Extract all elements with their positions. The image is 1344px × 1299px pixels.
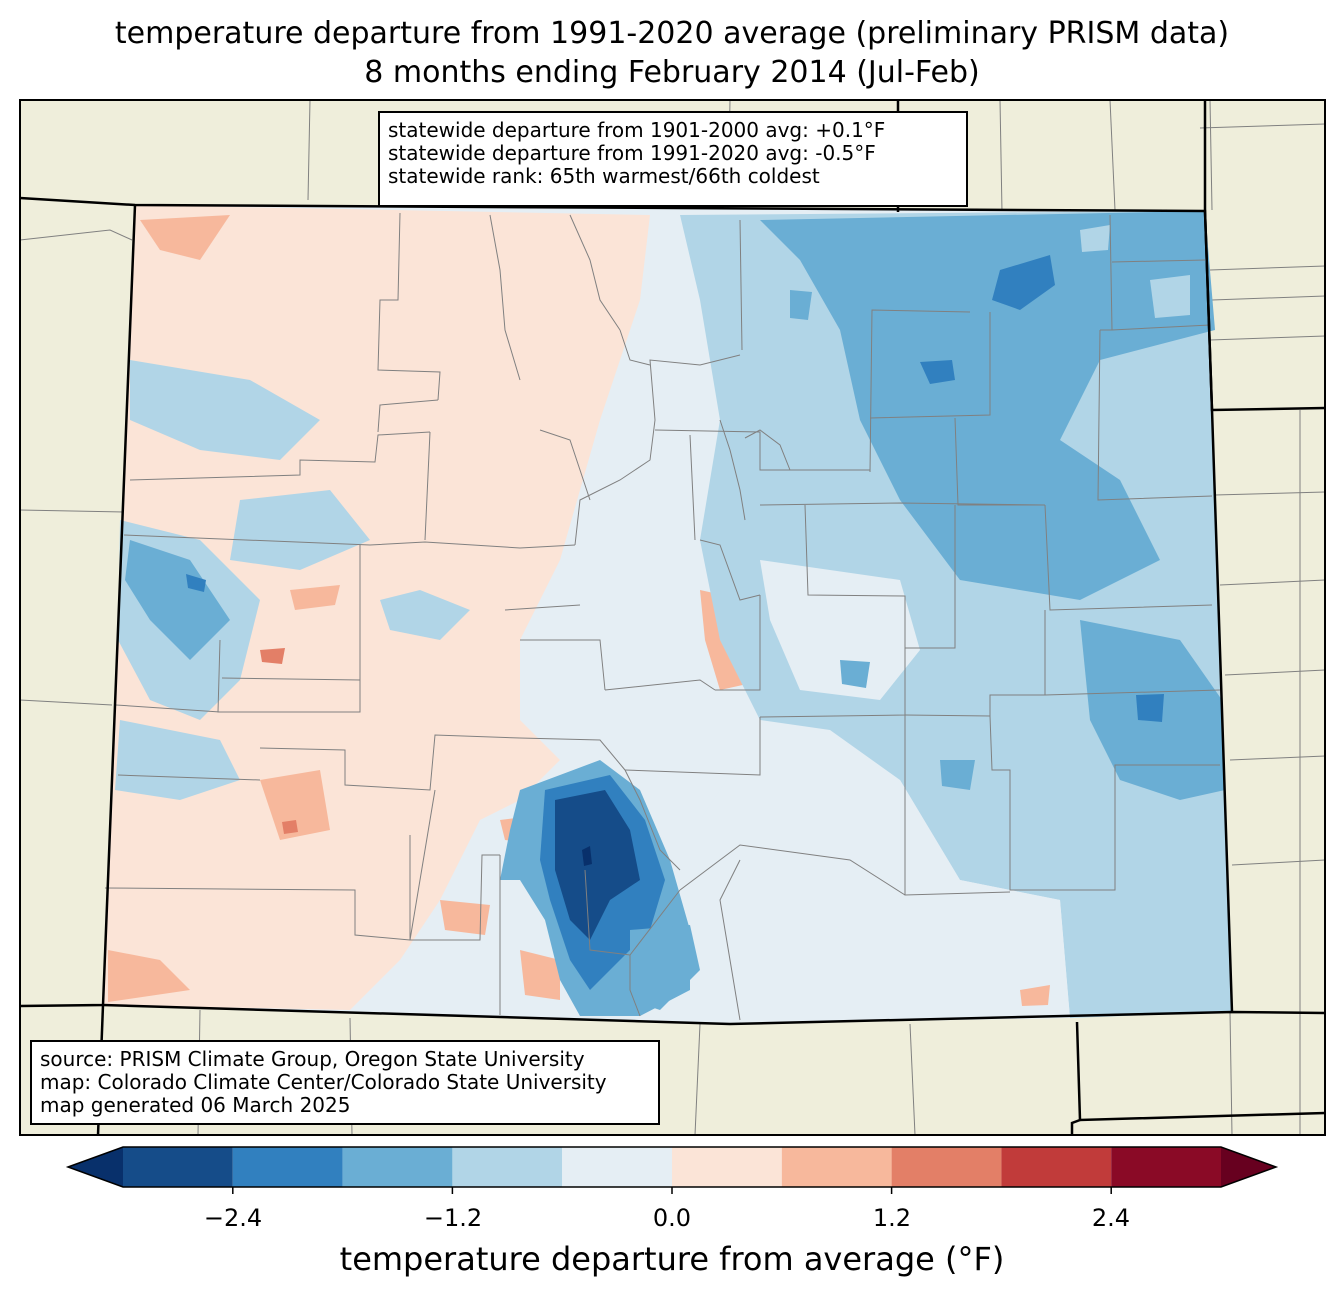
credit-source: source: PRISM Climate Group, Oregon Stat… bbox=[40, 1047, 585, 1071]
colorado-county-lines bbox=[104, 212, 1221, 1021]
colorbar-segment bbox=[342, 1147, 453, 1187]
colorbar-segment bbox=[672, 1147, 782, 1187]
colorbar-segment bbox=[781, 1147, 892, 1187]
colorbar-tick-label: −1.2 bbox=[423, 1204, 483, 1232]
departure-shading bbox=[103, 205, 1232, 1024]
colorbar-segment bbox=[452, 1147, 563, 1187]
statewide-stats-box: statewide departure from 1901-2000 avg: … bbox=[378, 111, 968, 207]
credit-generated: map generated 06 March 2025 bbox=[40, 1093, 351, 1117]
map-subtitle: 8 months ending February 2014 (Jul-Feb) bbox=[364, 55, 980, 90]
credits-box: source: PRISM Climate Group, Oregon Stat… bbox=[30, 1040, 660, 1125]
map-title: temperature departure from 1991-2020 ave… bbox=[114, 16, 1230, 51]
colorbar-segment bbox=[1001, 1147, 1112, 1187]
colorbar-segment bbox=[232, 1147, 343, 1187]
colorbar-label: temperature departure from average (°F) bbox=[339, 1240, 1005, 1278]
colorbar-segment bbox=[123, 1147, 233, 1187]
colorbar-tick-label: −2.4 bbox=[203, 1204, 263, 1232]
colorbar-segment bbox=[1111, 1147, 1221, 1187]
colorbar-outline bbox=[65, 1146, 1279, 1188]
stats-line-rank: statewide rank: 65th warmest/66th coldes… bbox=[388, 164, 820, 188]
map-frame bbox=[19, 99, 1326, 1136]
colorbar-tick-label: 0.0 bbox=[652, 1204, 692, 1232]
credit-map: map: Colorado Climate Center/Colorado St… bbox=[40, 1070, 607, 1094]
stats-line-1901-2000: statewide departure from 1901-2000 avg: … bbox=[388, 118, 886, 142]
colorbar-segment bbox=[891, 1147, 1002, 1187]
colorbar-extend-high bbox=[1221, 1147, 1276, 1187]
stats-line-1991-2020: statewide departure from 1991-2020 avg: … bbox=[388, 141, 876, 165]
colorbar-extend-low bbox=[68, 1147, 123, 1187]
colorbar-segment bbox=[562, 1147, 672, 1187]
colorbar-tick-label: 1.2 bbox=[872, 1204, 912, 1232]
colorbar-tick-label: 2.4 bbox=[1091, 1204, 1131, 1232]
